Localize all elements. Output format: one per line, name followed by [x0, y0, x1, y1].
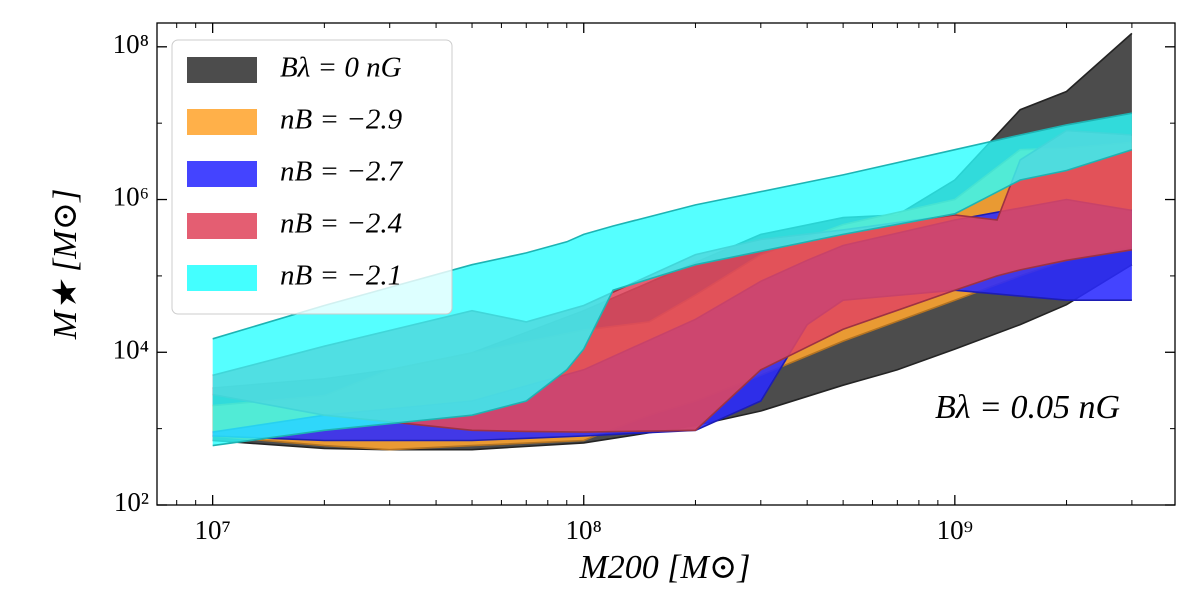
x-axis-label: M200 [M⊙] — [578, 549, 750, 586]
annotation: Bλ = 0.05 nG — [935, 389, 1120, 426]
legend-swatch — [187, 265, 257, 291]
legend-label: nB = −2.7 — [280, 156, 404, 188]
y-tick-label: 10⁸ — [113, 29, 149, 59]
y-tick-label: 10⁶ — [113, 182, 149, 212]
y-tick-label: 10² — [114, 487, 149, 517]
legend-swatch — [187, 213, 257, 239]
legend-box — [171, 39, 453, 315]
legend-label: nB = −2.4 — [280, 208, 402, 240]
legend-label: Bλ = 0 nG — [280, 52, 402, 84]
x-tick-label: 10⁹ — [937, 515, 973, 545]
legend: Bλ = 0 nG nB = −2.9 nB = −2.7 nB = −2.4 nB =… — [171, 39, 453, 315]
bands — [212, 32, 1133, 451]
band-edge — [212, 289, 1132, 442]
band-area — [212, 113, 1132, 446]
legend-label: nB = −2.1 — [280, 260, 402, 292]
x-tick-label: 10⁸ — [566, 515, 602, 545]
y-tick-label: 10⁴ — [113, 334, 149, 364]
band-edge — [212, 112, 1133, 340]
x-tick-label: 10⁷ — [194, 515, 230, 545]
legend-label: nB = −2.9 — [280, 104, 403, 136]
legend-swatch — [187, 57, 257, 83]
plot-frame — [156, 22, 1176, 506]
legend-swatch — [187, 109, 257, 135]
band-edge — [212, 249, 1133, 433]
y-axis-label: M★ [M⊙] — [47, 189, 84, 341]
band-edge — [212, 148, 1133, 447]
legend-swatch — [187, 161, 257, 187]
band-area — [212, 33, 1132, 450]
